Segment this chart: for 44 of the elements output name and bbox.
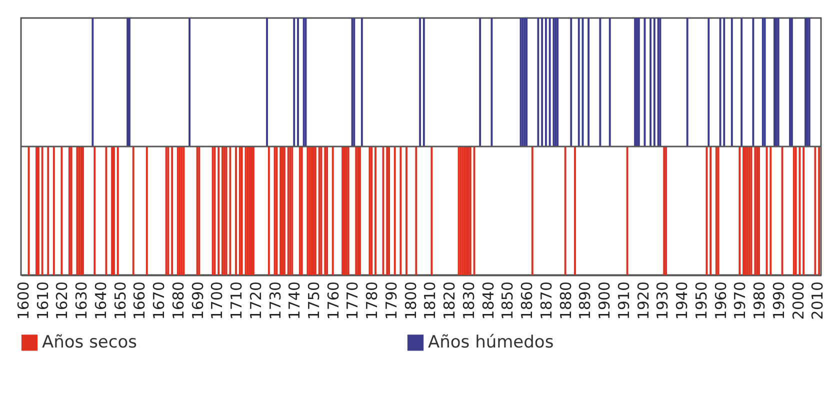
x-tick-label: 1920 bbox=[634, 282, 652, 320]
x-tick-label: 1880 bbox=[556, 282, 575, 320]
x-tick-label: 1990 bbox=[770, 282, 788, 320]
x-tick-label: 1840 bbox=[479, 282, 498, 320]
x-tick-label: 1800 bbox=[402, 282, 420, 320]
x-tick-label: 1760 bbox=[324, 282, 342, 320]
x-tick-label: 1980 bbox=[750, 282, 769, 320]
x-tick-label: 1600 bbox=[14, 282, 32, 320]
x-tick-label: 1940 bbox=[673, 282, 692, 320]
x-tick-label: 1640 bbox=[92, 282, 110, 320]
x-tick-label: 1680 bbox=[169, 282, 188, 320]
x-tick-label: 1780 bbox=[363, 282, 382, 320]
x-tick-label: 1670 bbox=[150, 282, 168, 320]
x-tick-label: 1870 bbox=[537, 282, 556, 320]
x-tick-label: 1720 bbox=[246, 282, 265, 320]
x-tick-label: 1700 bbox=[208, 282, 226, 320]
x-tick-label: 1900 bbox=[596, 282, 614, 320]
x-tick-label: 1790 bbox=[382, 282, 400, 320]
x-tick-label: 1650 bbox=[111, 282, 130, 320]
x-tick-label: 1740 bbox=[286, 282, 304, 320]
x-tick-label: 1860 bbox=[518, 282, 536, 320]
x-tick-label: 1710 bbox=[228, 282, 246, 320]
legend-label: Años secos bbox=[42, 332, 138, 353]
x-tick-label: 1610 bbox=[34, 282, 52, 320]
x-tick-label: 1830 bbox=[460, 282, 478, 320]
x-tick-label: 1950 bbox=[692, 282, 710, 320]
x-tick-label: 1620 bbox=[53, 282, 72, 320]
x-tick-label: 1820 bbox=[440, 282, 459, 320]
x-tick-label: 1970 bbox=[731, 282, 750, 320]
x-tick-label: 1730 bbox=[266, 282, 284, 320]
x-tick-label: 1960 bbox=[712, 282, 730, 320]
x-tick-label: 1910 bbox=[614, 282, 633, 320]
x-tick-label: 1810 bbox=[421, 282, 440, 320]
x-tick-label: 1770 bbox=[344, 282, 362, 320]
x-tick-label: 1630 bbox=[72, 282, 91, 320]
x-tick-label: 1850 bbox=[498, 282, 517, 320]
x-tick-label: 1930 bbox=[654, 282, 672, 320]
x-tick-label: 2010 bbox=[808, 282, 827, 320]
x-tick-label: 1750 bbox=[304, 282, 323, 320]
x-tick-label: 1890 bbox=[576, 282, 594, 320]
x-tick-label: 1690 bbox=[188, 282, 207, 320]
legend-label: Años húmedos bbox=[428, 332, 554, 353]
x-tick-label: 2000 bbox=[789, 282, 808, 320]
x-tick-label: 1660 bbox=[130, 282, 149, 320]
